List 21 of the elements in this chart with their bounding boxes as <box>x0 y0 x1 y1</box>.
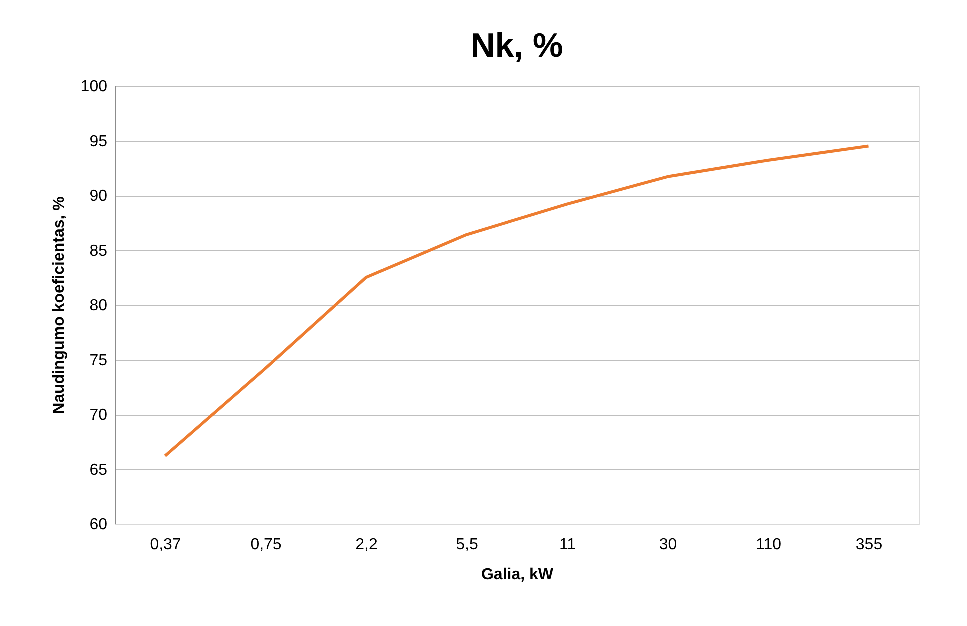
x-tick-label: 5,5 <box>456 536 478 554</box>
y-tick-label: 70 <box>90 407 108 424</box>
y-tick-label: 75 <box>90 352 108 370</box>
chart-title: Nk, % <box>470 27 564 65</box>
x-axis-title: Galia, kW <box>481 566 554 584</box>
y-tick-label: 100 <box>80 78 108 96</box>
x-tick-label: 30 <box>659 536 678 554</box>
line-series <box>164 144 870 458</box>
x-tick-label: 0,75 <box>250 536 282 554</box>
x-tick-label: 355 <box>856 536 883 554</box>
y-tick-label: 85 <box>90 242 108 260</box>
y-tick-label: 90 <box>90 188 108 205</box>
x-tick-label: 2,2 <box>356 536 378 554</box>
x-tick-label: 11 <box>559 536 576 554</box>
y-axis-title: Naudingumo koeficientas, % <box>50 196 68 414</box>
y-tick-label: 65 <box>90 462 108 479</box>
x-tick-label: 110 <box>756 536 782 554</box>
y-tick-label: 60 <box>90 516 108 534</box>
y-tick-label: 95 <box>90 133 108 150</box>
x-tick-label: 0,37 <box>150 536 182 554</box>
y-tick-label: 80 <box>90 298 108 314</box>
